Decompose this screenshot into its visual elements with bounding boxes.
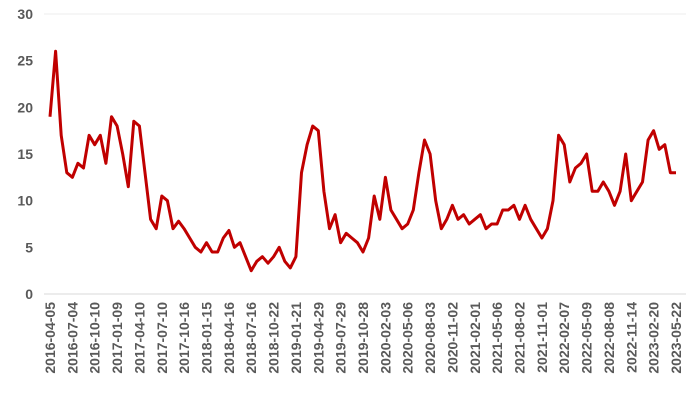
x-tick-label: 2020-08-03: [422, 302, 438, 374]
x-tick-label: 2017-04-10: [131, 302, 147, 374]
x-tick-label: 2018-04-16: [221, 302, 237, 374]
x-tick-label: 2021-02-01: [467, 302, 483, 374]
y-tick-label: 10: [17, 193, 33, 209]
x-tick-label: 2021-11-01: [534, 302, 550, 373]
x-tick-label: 2019-10-28: [355, 302, 371, 374]
y-tick-label: 15: [17, 146, 33, 162]
x-tick-label: 2020-05-06: [400, 302, 416, 374]
x-tick-label: 2019-01-21: [288, 302, 304, 374]
x-tick-label: 2020-11-02: [444, 302, 460, 373]
x-tick-label: 2017-07-10: [154, 302, 170, 374]
x-tick-label: 2019-07-29: [333, 302, 349, 374]
x-tick-label: 2022-05-09: [579, 302, 595, 374]
x-tick-label: 2022-02-07: [556, 302, 572, 374]
x-tick-label: 2019-04-29: [310, 302, 326, 374]
x-tick-label: 2018-07-16: [243, 302, 259, 374]
x-tick-label: 2023-02-20: [646, 302, 662, 374]
x-tick-label: 2020-02-03: [377, 302, 393, 374]
x-tick-label: 2021-08-02: [512, 302, 528, 374]
x-tick-label: 2022-11-14: [623, 302, 639, 373]
x-tick-label: 2016-10-10: [87, 302, 103, 374]
y-tick-label: 25: [17, 53, 33, 69]
x-tick-label: 2022-08-08: [601, 302, 617, 374]
y-tick-label: 5: [25, 239, 33, 255]
x-tick-label: 2018-01-15: [199, 302, 215, 374]
x-tick-label: 2016-04-05: [42, 302, 58, 374]
y-tick-label: 30: [17, 6, 33, 22]
line: [48, 49, 676, 273]
y-tick-label: 0: [25, 286, 33, 302]
x-tick-label: 2017-10-16: [176, 302, 192, 374]
x-tick-label: 2017-01-09: [109, 302, 125, 374]
x-tick-label: 2016-07-04: [64, 302, 80, 374]
x-tick-label: 2023-05-22: [668, 302, 684, 374]
x-tick-label: 2021-05-06: [489, 302, 505, 374]
y-tick-label: 20: [17, 99, 33, 115]
x-tick-label: 2018-10-22: [266, 302, 282, 374]
